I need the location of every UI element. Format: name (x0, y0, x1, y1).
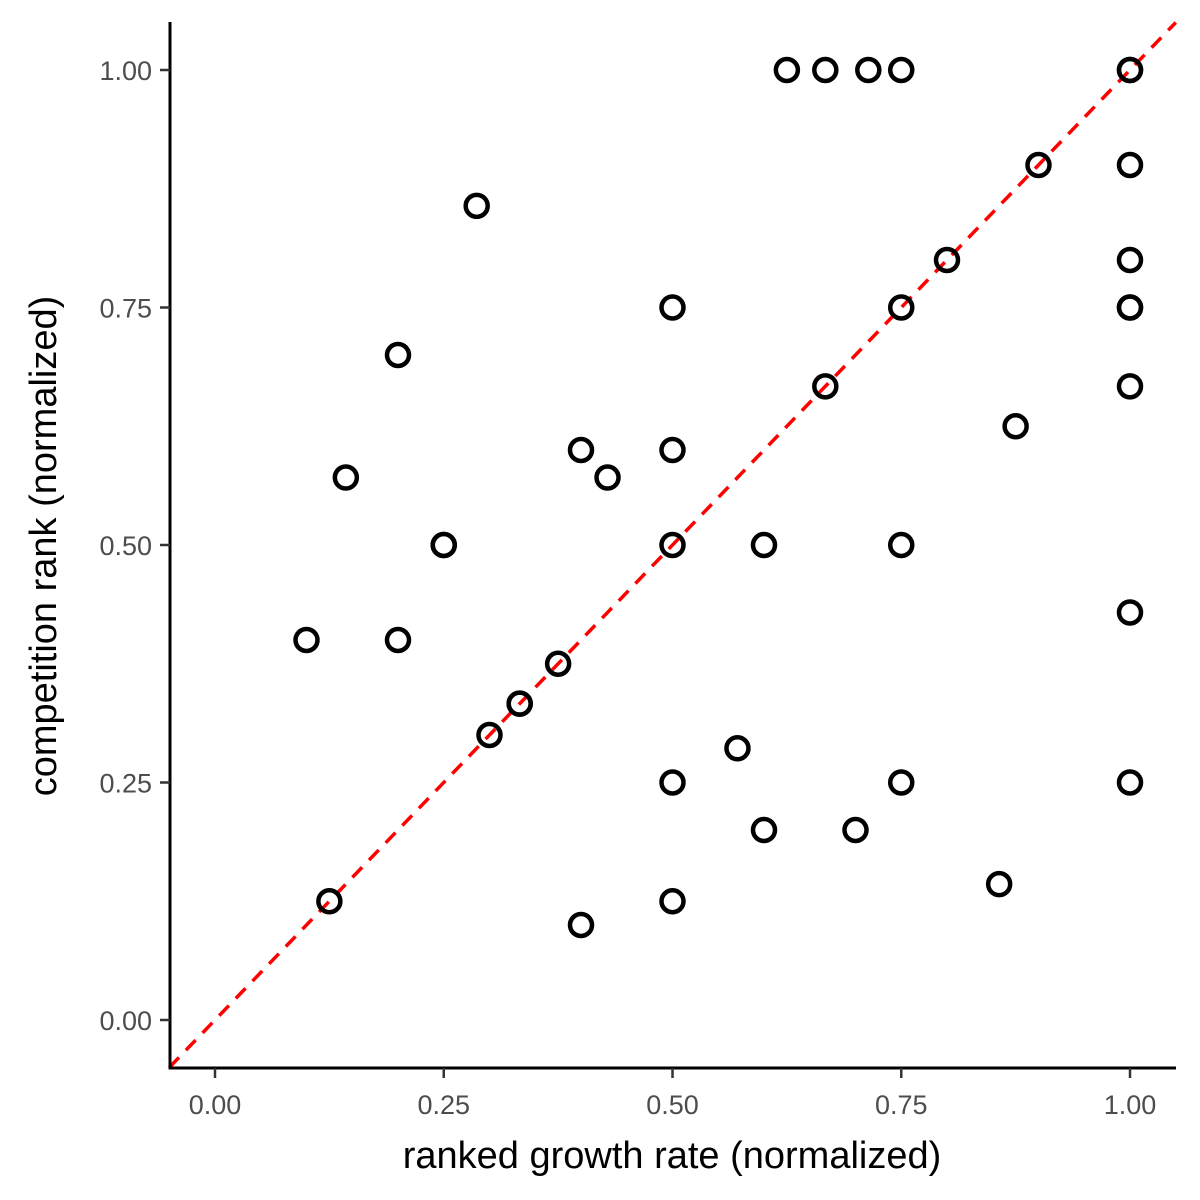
data-point (544, 650, 572, 677)
data-point (463, 192, 490, 220)
data-point (567, 436, 595, 464)
data-point (750, 816, 778, 844)
y-tick-label: 0.25 (99, 769, 152, 799)
y-axis-title: competition rank (normalized) (23, 296, 65, 797)
data-point (812, 56, 839, 84)
data-point (985, 870, 1013, 898)
data-point (567, 911, 595, 939)
data-point (506, 690, 533, 717)
data-point (1025, 151, 1052, 179)
data-point (933, 246, 961, 274)
data-point (1116, 373, 1144, 400)
data-point (430, 531, 457, 559)
data-point (842, 816, 869, 844)
data-point (750, 531, 778, 559)
data-point (1116, 599, 1144, 626)
data-point (384, 341, 412, 369)
y-tick-label: 1.00 (99, 56, 152, 86)
data-point (1116, 294, 1144, 321)
data-point (888, 56, 915, 84)
data-point (1116, 56, 1144, 84)
data-point (659, 436, 686, 464)
data-point (724, 735, 751, 762)
axes-layer: 0.00 0.25 0.50 0.75 1.00 0.00 0.25 0.50 0.75 1.00 (99, 22, 1176, 1120)
data-point (384, 626, 412, 654)
x-tick-label: 0.00 (189, 1090, 242, 1120)
data-point (888, 294, 915, 321)
y-tick-label: 0.00 (99, 1006, 152, 1036)
data-point (773, 56, 801, 84)
y-tick-label: 0.75 (99, 294, 152, 324)
data-point (888, 531, 915, 559)
data-point (594, 464, 621, 491)
x-tick-label: 1.00 (1104, 1090, 1157, 1120)
x-axis-title: ranked growth rate (normalized) (403, 1135, 942, 1177)
x-tick-label: 0.25 (417, 1090, 470, 1120)
x-tick-label: 0.50 (646, 1090, 699, 1120)
data-point (332, 464, 360, 491)
data-point (316, 888, 343, 915)
data-point (1116, 151, 1144, 179)
data-point (888, 769, 915, 796)
data-point (1002, 413, 1029, 440)
data-point (1116, 769, 1144, 796)
data-point (293, 626, 320, 654)
x-tick-label: 0.75 (875, 1090, 928, 1120)
data-point (812, 373, 839, 400)
data-point (659, 531, 686, 559)
data-point (659, 769, 686, 796)
y-tick-label: 0.50 (99, 531, 152, 561)
data-point (659, 294, 686, 321)
points-layer (293, 56, 1144, 939)
data-point (855, 56, 882, 84)
data-point (476, 721, 503, 749)
data-point (659, 888, 686, 915)
data-point (1116, 246, 1144, 274)
